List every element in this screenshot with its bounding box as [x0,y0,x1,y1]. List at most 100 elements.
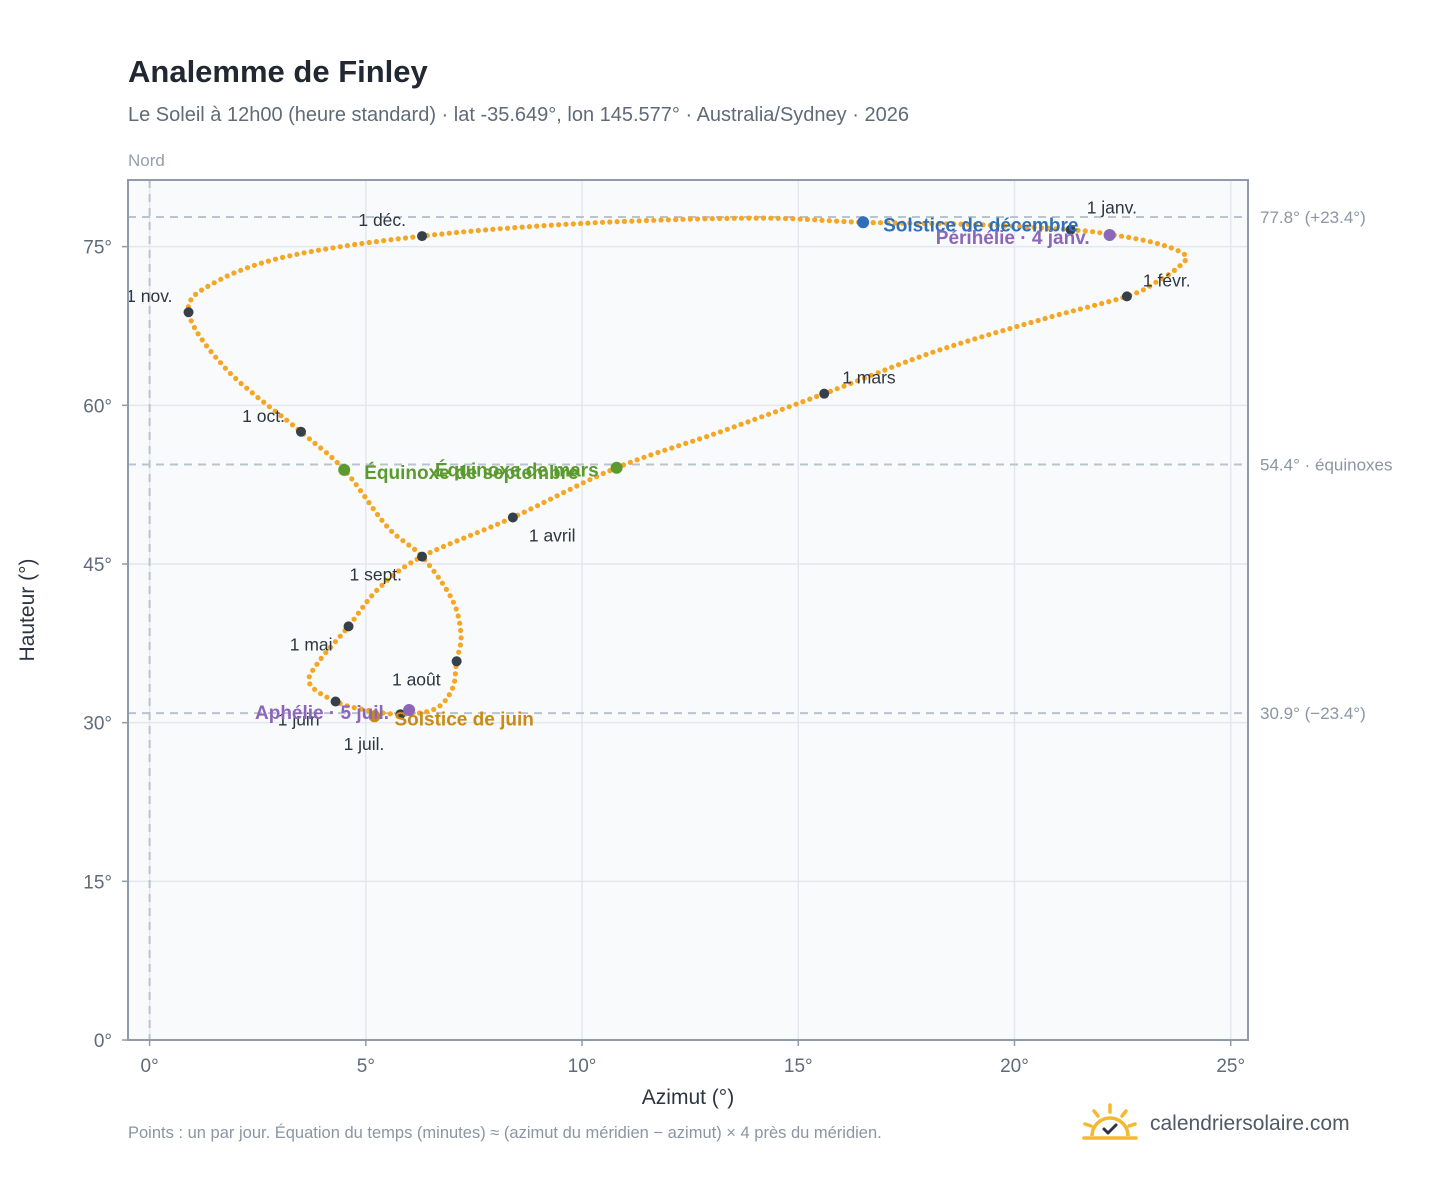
daily-sun-point [359,240,365,247]
month-label: 1 juin [278,710,320,730]
daily-sun-point [394,533,400,539]
daily-sun-point [1133,236,1139,242]
daily-sun-point [406,542,412,548]
daily-sun-point [943,221,950,227]
daily-sun-point [389,528,395,534]
x-tick-label: 5° [357,1056,375,1077]
daily-sun-point [439,580,445,586]
daily-sun-point [807,396,813,402]
daily-sun-point [1106,299,1112,305]
daily-sun-point [324,694,330,700]
daily-sun-point [690,438,696,444]
daily-sun-point [1147,239,1153,245]
daily-sun-point [885,220,891,226]
daily-sun-point [738,215,745,221]
daily-sun-point [447,593,453,599]
daily-sun-point [841,383,847,389]
daily-sun-point [648,452,654,458]
daily-sun-point [452,671,458,677]
daily-sun-point [352,241,358,248]
event-marker [403,703,416,716]
daily-sun-point [344,703,350,709]
daily-sun-point [834,386,840,392]
daily-sun-point [294,251,300,257]
daily-sun-point [775,215,781,221]
daily-sun-point [437,703,443,709]
brand[interactable]: calendriersolaire.com [1082,1102,1350,1146]
month-label: 1 févr. [1143,270,1191,290]
daily-sun-point [1161,243,1167,249]
daily-sun-point [233,375,239,382]
daily-sun-point [446,692,452,698]
daily-sun-point [634,457,640,463]
daily-sun-point [695,216,701,222]
daily-sun-point [251,262,257,268]
daily-sun-point [1075,227,1081,233]
event-label: Aphélie · 5 juil. [255,703,389,724]
daily-sun-point [360,604,366,610]
daily-sun-point [1140,287,1146,293]
daily-sun-point [534,223,540,229]
daily-sun-point [814,393,820,400]
daily-sun-point [875,370,881,376]
daily-sun-point [334,459,340,466]
daily-sun-point [488,524,494,530]
daily-sun-point [474,530,480,536]
daily-sun-point [1082,228,1088,234]
daily-sun-point [1099,300,1105,307]
daily-sun-point [337,633,343,639]
daily-sun-point [453,606,459,612]
daily-sun-point [238,380,244,387]
daily-sun-point [1056,311,1062,318]
daily-sun-point [195,331,201,337]
daily-sun-point [951,342,957,348]
daily-sun-point [965,338,971,344]
x-tick-label: 0° [141,1056,159,1077]
reference-line-label: 30.9° (−23.4°) [1260,704,1366,723]
daily-sun-point [574,483,580,489]
x-tick-label: 10° [568,1056,597,1077]
daily-sun-point [481,527,487,533]
daily-sun-point [800,399,806,405]
daily-sun-point [400,538,406,544]
daily-sun-point [388,237,394,243]
daily-sun-point [687,216,693,222]
daily-sun-point [224,273,230,279]
daily-sun-point [534,503,541,509]
daily-sun-point [786,404,792,410]
daily-sun-point [834,218,840,224]
daily-sun-point [353,482,359,488]
daily-sun-point [548,496,554,502]
daily-sun-point [980,222,986,228]
daily-sun-point [255,395,261,401]
daily-sun-point [310,667,316,673]
daily-sun-point [658,217,664,223]
daily-sun-point [855,378,861,384]
daily-sun-point [621,218,628,224]
daily-sun-point [349,476,355,482]
daily-sun-point [272,256,279,262]
daily-sun-point [587,477,593,483]
daily-sun-point [369,593,375,599]
plot-area [128,180,1248,1040]
event-marker [368,710,381,723]
daily-sun-point [1049,313,1055,320]
daily-sun-point [457,642,463,648]
daily-sun-point [877,220,884,226]
daily-sun-point [384,577,390,583]
daily-sun-point [636,218,642,224]
daily-sun-point [772,409,779,415]
daily-sun-point [614,219,620,225]
month-label: 1 déc. [358,210,406,230]
daily-sun-point [607,219,613,225]
daily-sun-point [929,220,935,227]
daily-sun-point [374,511,381,518]
daily-sun-point [395,236,401,242]
month-label: 1 mai [290,634,333,654]
daily-sun-point [454,538,460,544]
daily-sun-point [312,686,318,692]
event-marker [857,216,870,229]
daily-sun-point [1165,272,1171,278]
daily-sun-point [1084,304,1091,310]
brand-name: calendriersolaire.com [1150,1112,1350,1135]
